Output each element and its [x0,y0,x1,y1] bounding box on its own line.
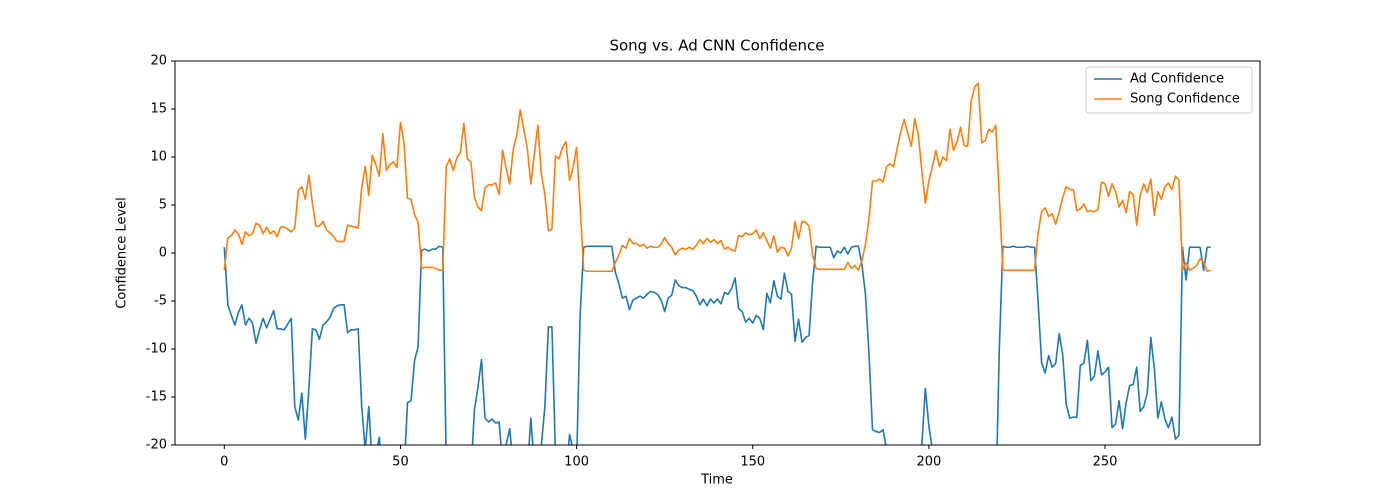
y-tick-label: -5 [154,294,167,309]
y-tick-label: 5 [159,198,167,213]
legend-box [1085,66,1253,114]
series-line [223,82,1211,273]
x-tick-label: 100 [564,455,589,470]
legend-label: Song Confidence [1130,92,1240,107]
y-tick-label: -15 [146,390,167,405]
y-tick-label: -20 [146,438,167,453]
series-line [223,245,1211,445]
y-tick-label: 0 [159,246,167,261]
x-tick-label: 0 [220,455,228,470]
legend-label: Ad Confidence [1130,72,1224,87]
y-tick-label: 15 [150,102,167,117]
plot-frame [174,60,1261,446]
x-tick-label: 250 [1093,455,1118,470]
y-axis-label: Confidence Level [115,197,130,309]
y-tick-label: 20 [150,54,167,69]
x-tick-label: 50 [392,455,409,470]
x-tick-label: 200 [916,455,941,470]
plot-lines [223,82,1211,445]
x-tick-label: 150 [740,455,765,470]
chart-title: Song vs. Ad CNN Confidence [609,37,824,55]
x-axis-label: Time [700,473,733,488]
y-tick-label: 10 [150,150,167,165]
y-tick-label: -10 [146,342,167,357]
